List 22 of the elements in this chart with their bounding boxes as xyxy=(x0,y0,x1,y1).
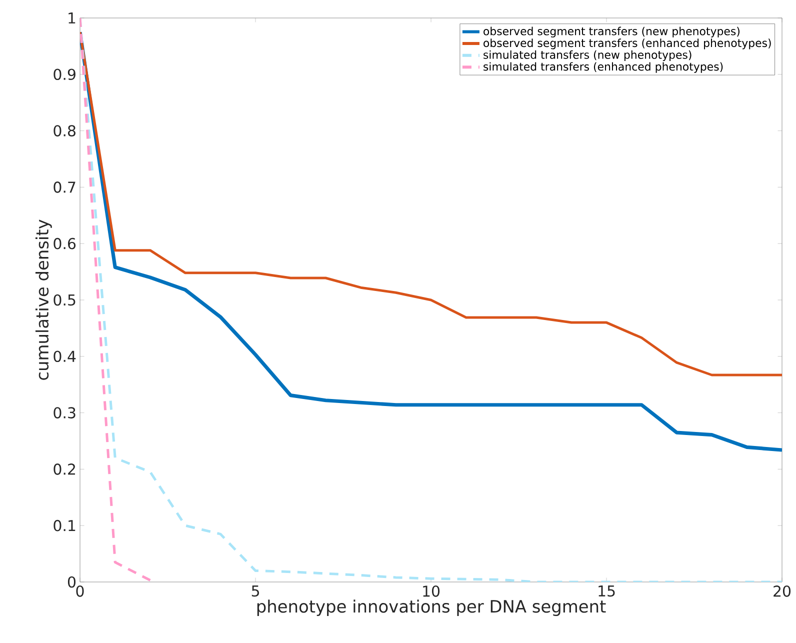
y-tick-label: 0.1 xyxy=(54,520,76,532)
y-tick-label: 1 xyxy=(68,12,76,24)
y-tick-label: 0.9 xyxy=(54,68,76,80)
x-tick-label: 0 xyxy=(76,586,84,597)
y-tick-label: 0.2 xyxy=(54,464,75,475)
x-tick-label: 5 xyxy=(252,586,259,597)
legend-label: observed segment transfers (enhanced phenotypes) xyxy=(484,38,771,50)
y-tick-label: 0.6 xyxy=(54,238,76,250)
legend-label: simulated transfers (new phenotypes) xyxy=(484,50,692,62)
y-tick-label: 0.7 xyxy=(54,182,76,193)
x-tick-label: 20 xyxy=(774,586,791,597)
y-tick-label: 0 xyxy=(68,576,76,588)
x-axis-title: phenotype innovations per DNA segment xyxy=(257,600,606,616)
x-tick-label: 15 xyxy=(598,586,615,597)
legend-label: observed segment transfers (new phenotypes) xyxy=(484,26,740,38)
y-tick-label: 0.5 xyxy=(54,294,76,306)
y-tick-label: 0.4 xyxy=(54,350,76,362)
legend-label: simulated transfers (enhanced phenotypes) xyxy=(484,62,723,73)
x-tick-label: 10 xyxy=(423,586,440,597)
y-axis-title: cumulative density xyxy=(35,220,52,380)
y-tick-label: 0.3 xyxy=(54,407,76,418)
y-tick-label: 0.8 xyxy=(54,125,76,136)
